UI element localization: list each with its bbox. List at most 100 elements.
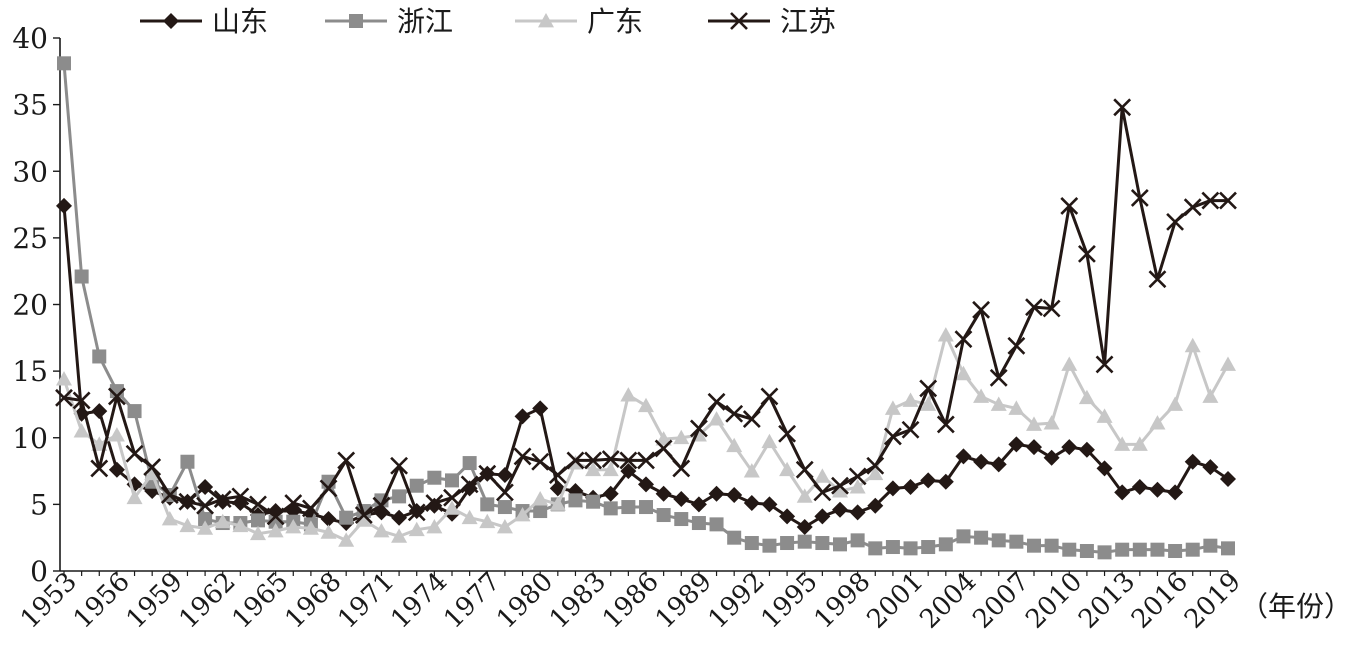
- data-point-x: [936, 415, 955, 434]
- data-point-square: [903, 541, 918, 556]
- data-point-x: [513, 447, 532, 466]
- data-point-triangle: [1220, 356, 1236, 371]
- x-axis-unit-label: （年份）: [1240, 590, 1352, 623]
- data-point-triangle: [532, 491, 549, 506]
- data-point-triangle: [56, 371, 72, 386]
- y-tick-label: 30: [12, 155, 48, 188]
- data-point-square: [586, 494, 601, 509]
- x-tick-label: 1995: [756, 567, 824, 635]
- data-point-triangle: [902, 392, 919, 407]
- x-tick-label: 2004: [914, 567, 982, 635]
- data-point-diamond: [1149, 481, 1166, 498]
- x-tick-label: 1971: [332, 567, 400, 635]
- data-point-triangle: [796, 488, 813, 503]
- x-tick-label: 2007: [967, 567, 1035, 635]
- data-point-triangle: [126, 489, 143, 505]
- data-point-x: [55, 388, 73, 407]
- data-point-x: [319, 479, 338, 498]
- data-point-square: [1185, 542, 1200, 557]
- x-tick-label: 1974: [385, 567, 453, 635]
- data-point-diamond: [973, 453, 990, 470]
- data-point-diamond: [743, 495, 760, 512]
- data-point-diamond: [955, 448, 972, 465]
- data-point-x: [213, 490, 232, 508]
- data-point-diamond: [690, 496, 707, 513]
- data-point-square: [797, 534, 812, 549]
- data-point-diamond: [849, 504, 866, 521]
- data-point-square: [833, 537, 847, 552]
- data-point-triangle: [832, 483, 848, 498]
- data-point-triangle: [391, 528, 408, 543]
- data-point-triangle: [1114, 436, 1131, 451]
- x-tick-label: 1989: [650, 567, 718, 635]
- data-point-diamond: [1078, 441, 1095, 458]
- data-point-square: [762, 538, 777, 553]
- legend-item: 山东: [140, 5, 268, 38]
- x-tick-label: 1959: [121, 567, 189, 635]
- data-point-diamond: [726, 487, 743, 504]
- data-point-triangle: [973, 388, 990, 403]
- data-point-triangle: [355, 512, 372, 527]
- data-point-x: [795, 460, 814, 479]
- data-point-x: [619, 451, 638, 470]
- data-point-triangle: [585, 461, 602, 477]
- data-point-x: [1166, 212, 1185, 231]
- data-point-x: [848, 467, 867, 486]
- data-point-square: [850, 533, 865, 548]
- data-point-x: [266, 507, 285, 526]
- data-point-square: [1150, 542, 1165, 557]
- x-tick-label: 1962: [174, 567, 242, 635]
- data-point-triangle: [673, 429, 690, 445]
- data-point-square: [462, 456, 477, 471]
- data-point-x: [443, 488, 461, 507]
- data-point-triangle: [461, 509, 478, 525]
- data-point-x: [601, 450, 620, 468]
- data-point-diamond: [638, 476, 654, 493]
- data-point-square: [568, 493, 583, 508]
- data-point-square: [349, 14, 363, 28]
- data-point-x: [566, 451, 585, 470]
- data-point-square: [1132, 542, 1147, 557]
- data-point-x: [143, 458, 162, 476]
- x-tick-label: 1977: [438, 567, 506, 635]
- series-triangle: [56, 327, 1236, 547]
- data-point-square: [885, 540, 900, 555]
- data-point-triangle: [320, 524, 337, 539]
- data-point-square: [127, 404, 142, 419]
- data-point-triangle: [214, 513, 231, 529]
- legend-label: 浙江: [397, 5, 453, 38]
- data-point-x: [672, 459, 691, 478]
- data-point-x: [919, 379, 938, 398]
- data-point-triangle: [179, 517, 196, 533]
- data-point-x: [425, 494, 444, 512]
- data-point-diamond: [1061, 439, 1078, 456]
- data-point-diamond: [832, 501, 848, 518]
- data-point-triangle: [814, 468, 831, 483]
- data-point-x: [407, 503, 426, 522]
- x-tick-label: 1983: [544, 567, 612, 635]
- data-point-square: [921, 540, 936, 555]
- data-point-square: [974, 530, 989, 545]
- data-point-diamond: [496, 467, 513, 484]
- data-point-x: [390, 456, 409, 475]
- data-point-x: [866, 456, 885, 475]
- legend-label: 广东: [587, 5, 643, 38]
- data-point-triangle: [144, 465, 161, 481]
- y-tick-label: 0: [30, 555, 48, 588]
- x-tick-label: 2013: [1073, 567, 1141, 635]
- data-point-x: [1007, 336, 1026, 355]
- data-point-x: [689, 419, 708, 438]
- data-point-triangle: [232, 517, 249, 533]
- data-point-square: [727, 530, 742, 545]
- data-point-x: [1113, 98, 1132, 117]
- data-point-triangle: [884, 400, 901, 415]
- data-point-x: [478, 464, 497, 483]
- data-point-x: [1219, 191, 1237, 210]
- x-tick-label: 1965: [227, 567, 295, 635]
- data-point-x: [654, 439, 673, 458]
- data-point-square: [1168, 544, 1183, 559]
- data-point-square: [1221, 541, 1235, 556]
- data-point-x: [178, 492, 197, 511]
- data-point-square: [815, 536, 830, 551]
